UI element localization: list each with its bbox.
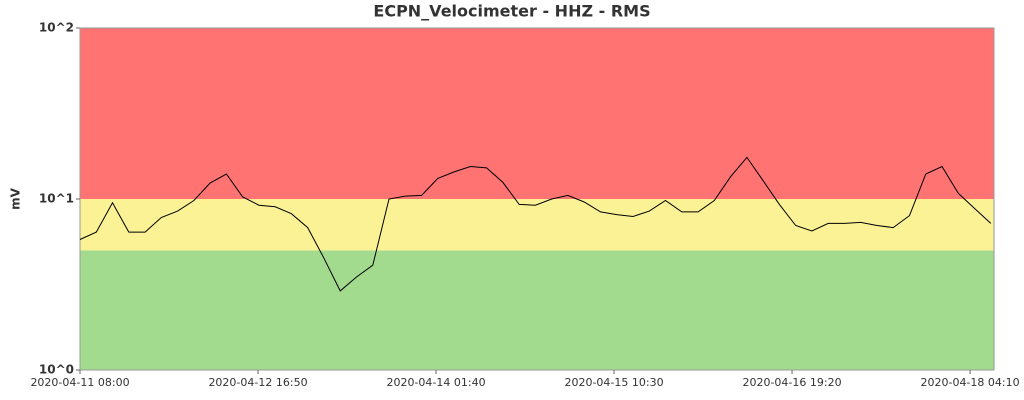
x-tick-label: 2020-04-15 10:30 [564,376,663,389]
y-tick-label: 10^1 [39,192,74,206]
chart-title: ECPN_Velocimeter - HHZ - RMS [373,2,650,21]
x-tick-label: 2020-04-18 04:10 [920,376,1019,389]
y-tick-label: 10^2 [39,21,74,35]
series-line [79,156,992,292]
y-tick-label: 10^0 [39,363,74,377]
threshold-band [80,28,994,199]
y-axis-label: mV [9,187,23,210]
x-tick-label: 2020-04-11 08:00 [30,376,129,389]
x-tick-label: 2020-04-16 19:20 [742,376,841,389]
x-tick-label: 2020-04-14 01:40 [386,376,485,389]
x-tick-label: 2020-04-12 16:50 [208,376,307,389]
threshold-band [80,250,994,370]
threshold-band [80,199,994,251]
